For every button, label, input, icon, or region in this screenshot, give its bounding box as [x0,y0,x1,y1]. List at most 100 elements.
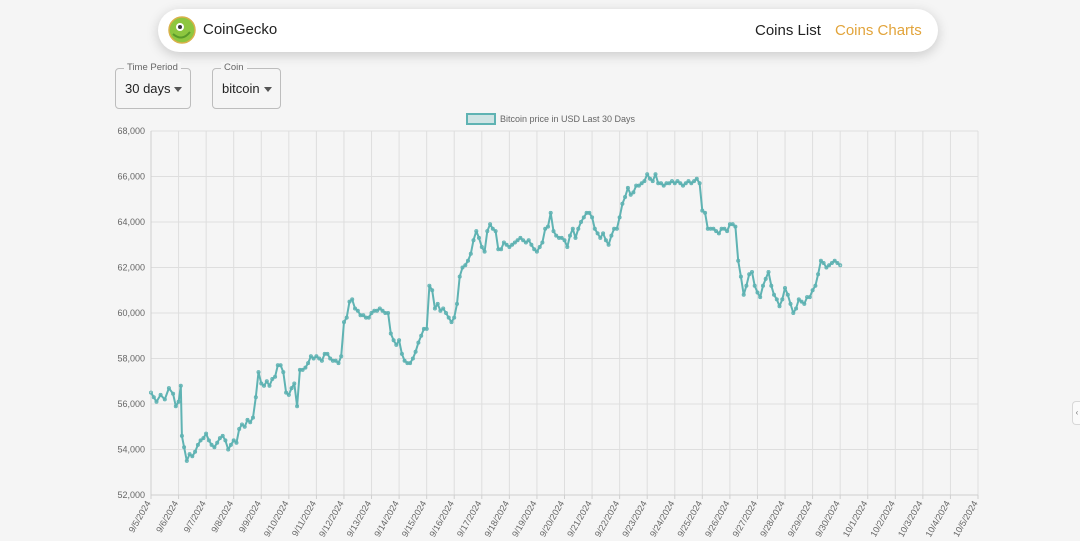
data-point [443,310,448,315]
data-point [532,247,537,252]
y-tick-label: 66,000 [117,172,145,182]
coingecko-logo-icon[interactable] [168,16,196,44]
y-tick-label: 56,000 [117,399,145,409]
data-point [311,356,316,361]
data-point [297,367,302,372]
data-point [725,229,730,234]
data-point [523,240,528,245]
data-point [463,263,468,268]
data-point [234,440,239,445]
data-point [347,299,352,304]
x-tick-label: 9/23/2024 [620,499,649,539]
coin-label: Coin [221,62,247,74]
data-point [603,238,608,243]
data-point [273,374,278,379]
data-point [300,367,305,372]
data-point [733,224,738,229]
data-point [761,283,766,288]
data-point [816,272,821,277]
data-point [176,399,181,404]
data-point [154,399,159,404]
nav-link-coins-list[interactable]: Coins List [755,22,821,39]
data-point [344,315,349,320]
data-point [457,274,462,279]
data-point [319,358,324,363]
data-point [623,194,628,199]
data-point [482,249,487,254]
data-point [380,308,385,313]
data-point [184,458,189,463]
data-point [554,233,559,238]
data-point [590,215,595,220]
coin-select[interactable]: Coin bitcoin [212,62,281,109]
data-point [474,229,479,234]
data-point [565,244,570,249]
x-tick-label: 9/29/2024 [786,499,815,539]
x-tick-label: 9/27/2024 [731,499,760,539]
data-point [609,233,614,238]
data-point [755,290,760,295]
data-point [631,190,636,195]
data-point [716,231,721,236]
data-point [827,263,832,268]
data-point [402,358,407,363]
data-point [452,315,457,320]
data-point [388,331,393,336]
data-point [231,438,236,443]
data-point [341,320,346,325]
data-point [173,404,178,409]
data-point [659,181,664,186]
data-point [507,244,512,249]
legend-swatch [466,113,496,125]
data-point [284,390,289,395]
data-point [741,292,746,297]
data-point [645,172,650,177]
data-point [653,172,658,177]
data-point [650,179,655,184]
time-period-label: Time Period [124,62,181,74]
data-point [405,361,410,366]
data-point [289,386,294,391]
x-tick-label: 9/17/2024 [455,499,484,539]
nav-link-coins-charts[interactable]: Coins Charts [835,22,922,39]
data-point [215,440,220,445]
data-point [686,179,691,184]
data-point [397,338,402,343]
data-point [774,297,779,302]
data-point [427,283,432,288]
x-tick-label: 9/30/2024 [813,499,842,539]
x-tick-label: 9/21/2024 [565,499,594,539]
navbar: CoinGecko Coins List Coins Charts [158,9,938,52]
data-point [493,229,498,234]
data-point [166,386,171,391]
data-point [248,420,253,425]
data-point [818,258,823,263]
data-point [195,442,200,447]
data-point [799,299,804,304]
y-tick-label: 64,000 [117,217,145,227]
data-point [201,436,206,441]
data-point [620,201,625,206]
data-point [270,376,275,381]
data-point [223,438,228,443]
data-point [521,238,526,243]
data-point [468,251,473,256]
data-point [661,183,666,188]
data-point [540,240,545,245]
side-panel-handle[interactable]: ‹ [1072,401,1080,425]
data-point [813,283,818,288]
caret-down-icon [264,87,272,92]
time-period-select[interactable]: Time Period 30 days [115,62,191,109]
data-point [226,447,231,452]
x-tick-label: 9/25/2024 [675,499,704,539]
x-tick-label: 9/15/2024 [400,499,429,539]
brand-name: CoinGecko [203,21,278,38]
data-point [557,235,562,240]
data-point [369,310,374,315]
x-tick-label: 9/11/2024 [290,499,318,538]
data-point [325,351,330,356]
data-point [206,438,211,443]
data-point [432,306,437,311]
data-point [614,226,619,231]
data-point [807,295,812,300]
